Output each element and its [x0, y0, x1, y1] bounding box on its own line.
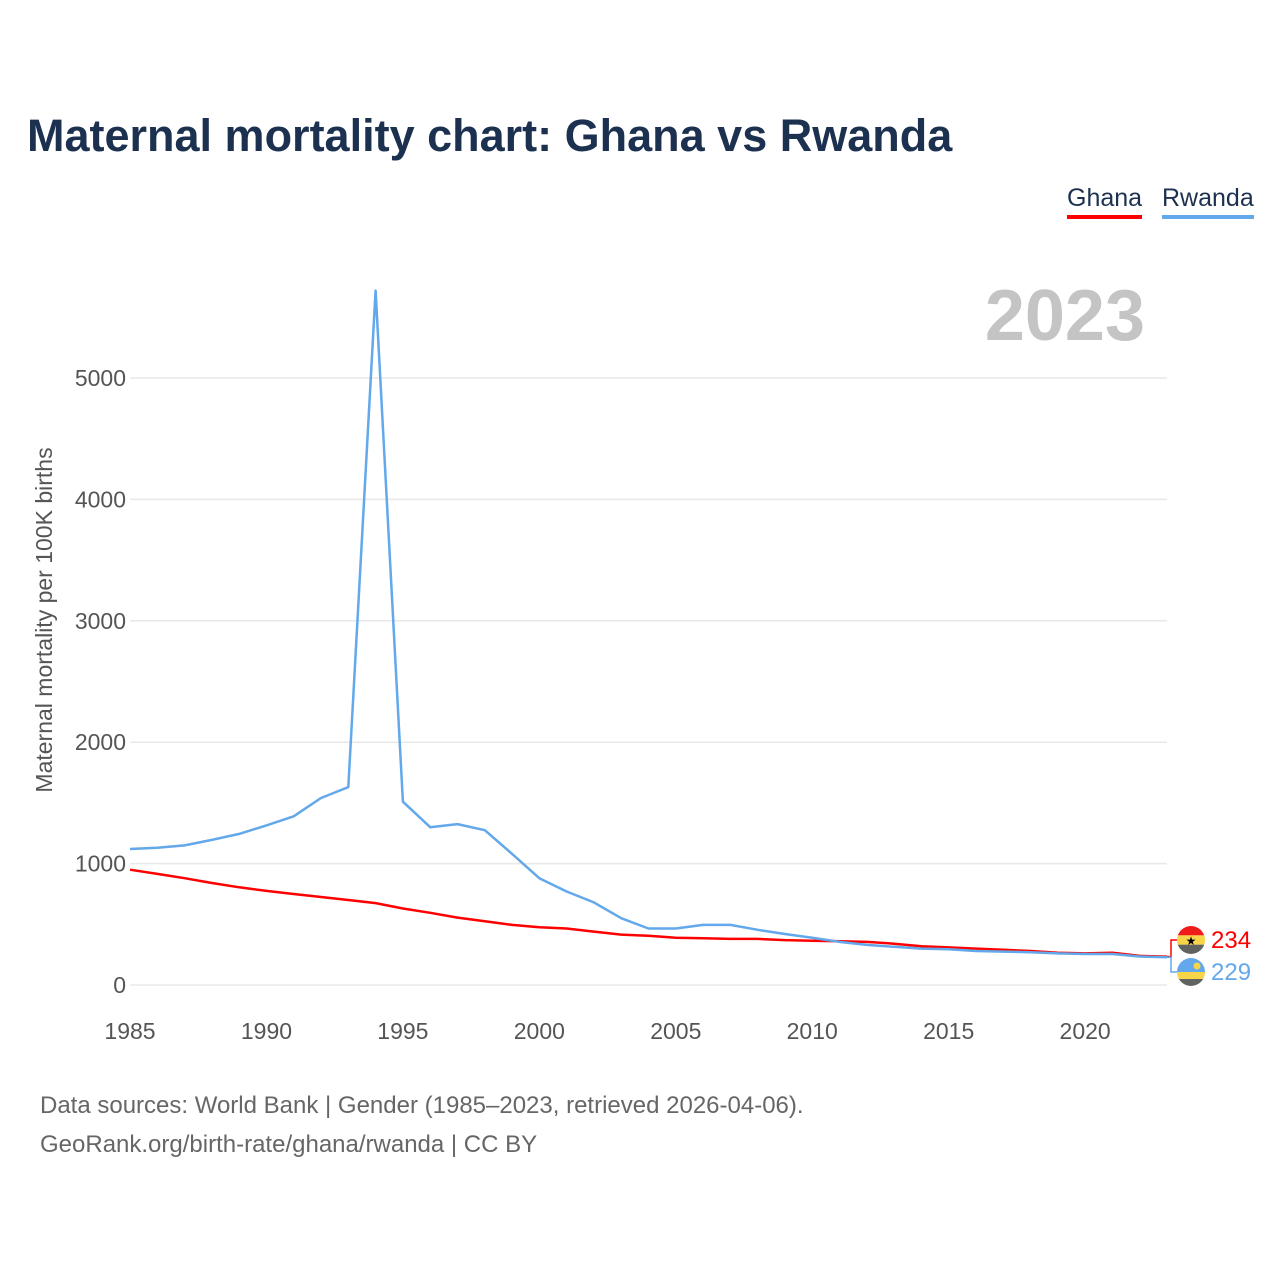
y-tick-label: 0 — [113, 972, 126, 998]
svg-text:★: ★ — [1186, 934, 1197, 948]
y-tick-label: 1000 — [75, 851, 126, 877]
year-label: 2023 — [985, 276, 1145, 356]
ghana-flag-icon: ★ — [1177, 926, 1205, 954]
end-connector — [1167, 956, 1177, 973]
series-line-rwanda — [129, 289, 1168, 959]
y-tick-label: 4000 — [75, 486, 126, 512]
y-tick-label: 3000 — [75, 608, 126, 634]
x-tick-label: 2005 — [650, 1018, 701, 1044]
x-tick-label: 2020 — [1060, 1018, 1111, 1044]
y-tick-label: 5000 — [75, 365, 126, 391]
footer-link[interactable]: GeoRank.org/birth-rate/ghana/rwanda | CC… — [40, 1131, 538, 1158]
series-line-ghana — [129, 868, 1168, 958]
x-tick-label: 1990 — [241, 1018, 292, 1044]
y-axis-label: Maternal mortality per 100K births — [31, 447, 57, 792]
x-tick-label: 1995 — [377, 1018, 428, 1044]
x-tick-label: 2010 — [787, 1018, 838, 1044]
y-tick-label: 2000 — [75, 729, 126, 755]
chart-title: Maternal mortality chart: Ghana vs Rwand… — [27, 110, 953, 161]
legend-ghana[interactable]: Ghana — [1067, 184, 1143, 219]
end-value-label: 234 — [1211, 927, 1251, 954]
end-connector — [1167, 939, 1177, 958]
x-tick-label: 2015 — [923, 1018, 974, 1044]
x-tick-label: 1985 — [104, 1018, 155, 1044]
x-tick-label: 2000 — [514, 1018, 565, 1044]
legend-rwanda[interactable]: Rwanda — [1162, 184, 1254, 219]
rwanda-flag-icon — [1177, 958, 1205, 986]
end-value-label: 229 — [1211, 959, 1251, 986]
footer: Data sources: World Bank | Gender (1985–… — [40, 1086, 804, 1164]
footer-sources: Data sources: World Bank | Gender (1985–… — [40, 1092, 804, 1119]
